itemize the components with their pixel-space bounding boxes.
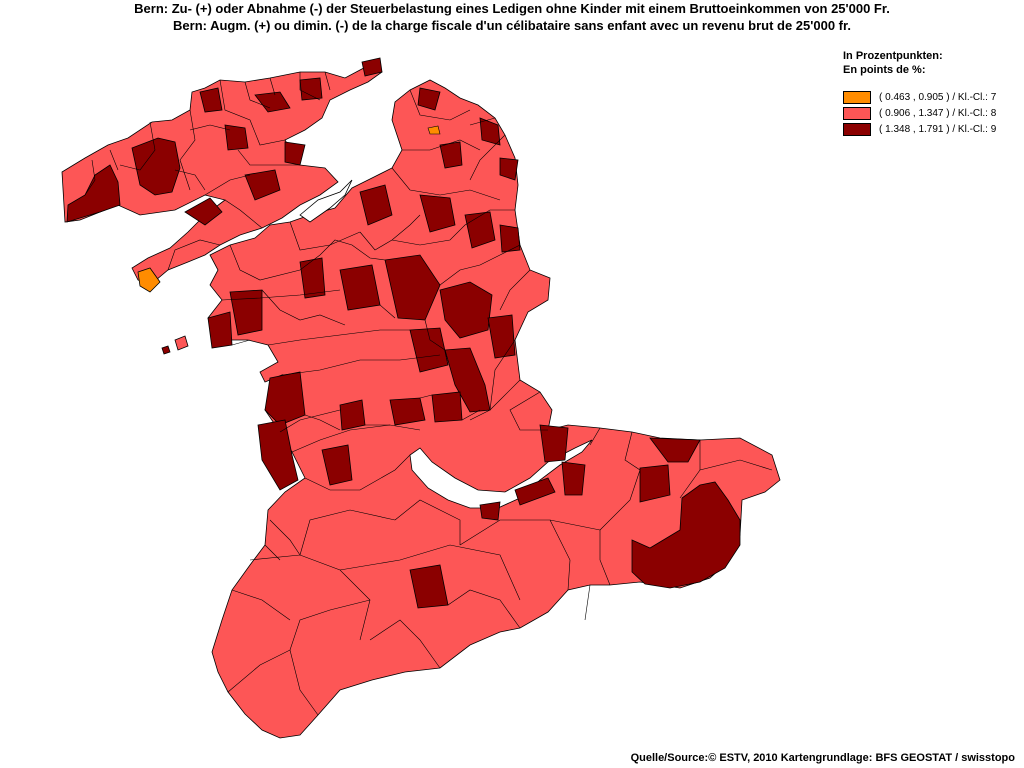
region-class-9 <box>224 124 249 151</box>
region-class-9 <box>417 87 441 111</box>
title-line-fr: Bern: Augm. (+) ou dimin. (-) de la char… <box>173 18 851 33</box>
legend-header-fr: En points de %: <box>843 64 926 76</box>
region-class-9 <box>561 461 586 496</box>
legend-item-class-9: ( 1.348 , 1.791 ) / Kl.-Cl.: 9 <box>843 121 996 137</box>
lake-biel <box>299 179 353 223</box>
region-class-9 <box>389 397 426 426</box>
region-class-9 <box>229 289 263 336</box>
region-class-9-group <box>66 57 741 609</box>
region-class-9 <box>359 184 393 226</box>
region-class-9 <box>649 437 701 463</box>
region-class-9 <box>487 314 516 359</box>
legend-items: ( 0.463 , 0.905 ) / Kl.-Cl.: 7 ( 0.906 ,… <box>843 89 996 137</box>
source-credit: Quelle/Source:© ESTV, 2010 Kartengrundla… <box>630 752 1015 764</box>
region-class-9 <box>184 197 223 226</box>
legend-swatch-class-9 <box>843 122 871 136</box>
region-class-9 <box>339 399 366 431</box>
title-line-de: Bern: Zu- (+) oder Abnahme (-) der Steue… <box>134 1 890 16</box>
region-class-9 <box>539 424 569 463</box>
region-class-9 <box>207 311 233 349</box>
region-class-9 <box>499 224 521 253</box>
region-class-9 <box>254 91 291 113</box>
region-class-9-east <box>631 481 741 589</box>
region-class-9 <box>439 141 463 169</box>
region-class-9 <box>639 464 671 503</box>
legend-item-class-7: ( 0.463 , 0.905 ) / Kl.-Cl.: 7 <box>843 89 996 105</box>
region-class-9 <box>131 137 181 196</box>
region-class-8-jura <box>61 61 383 286</box>
region-class-9 <box>514 477 556 506</box>
region-class-9 <box>199 87 223 113</box>
region-class-9 <box>257 419 299 491</box>
region-class-9 <box>464 211 496 249</box>
region-class-9 <box>439 281 493 339</box>
map-legend: In Prozentpunkten: En points de %: ( 0.4… <box>843 49 996 137</box>
municipality-boundaries <box>84 71 773 716</box>
legend-item-class-8: ( 0.906 , 1.347 ) / Kl.-Cl.: 8 <box>843 105 996 121</box>
lake-thun-brienz <box>409 439 593 509</box>
region-class-7 <box>137 267 161 293</box>
legend-label-class-8: ( 0.906 , 1.347 ) / Kl.-Cl.: 8 <box>879 107 997 119</box>
region-class-9 <box>384 254 441 321</box>
region-class-9 <box>321 444 353 486</box>
region-class-9 <box>479 501 501 521</box>
region-class-9 <box>66 164 121 223</box>
region-class-9 <box>161 345 171 355</box>
region-class-9 <box>299 77 323 101</box>
region-class-8-enclave <box>174 335 189 351</box>
legend-swatch-class-8 <box>843 106 871 120</box>
legend-swatch-class-7 <box>843 90 871 104</box>
region-class-9 <box>361 57 383 77</box>
legend-label-class-9: ( 1.348 , 1.791 ) / Kl.-Cl.: 9 <box>879 123 997 135</box>
legend-label-class-7: ( 0.463 , 0.905 ) / Kl.-Cl.: 7 <box>879 91 997 103</box>
region-class-9 <box>479 117 501 146</box>
legend-header-de: In Prozentpunkten: <box>843 50 943 62</box>
map-title: Bern: Zu- (+) oder Abnahme (-) der Steue… <box>0 0 1024 34</box>
region-class-9 <box>499 157 519 181</box>
region-class-9 <box>431 391 463 423</box>
region-class-9 <box>284 141 306 166</box>
region-class-9 <box>244 169 281 201</box>
region-class-7-small <box>427 125 441 135</box>
region-class-9 <box>419 194 456 233</box>
